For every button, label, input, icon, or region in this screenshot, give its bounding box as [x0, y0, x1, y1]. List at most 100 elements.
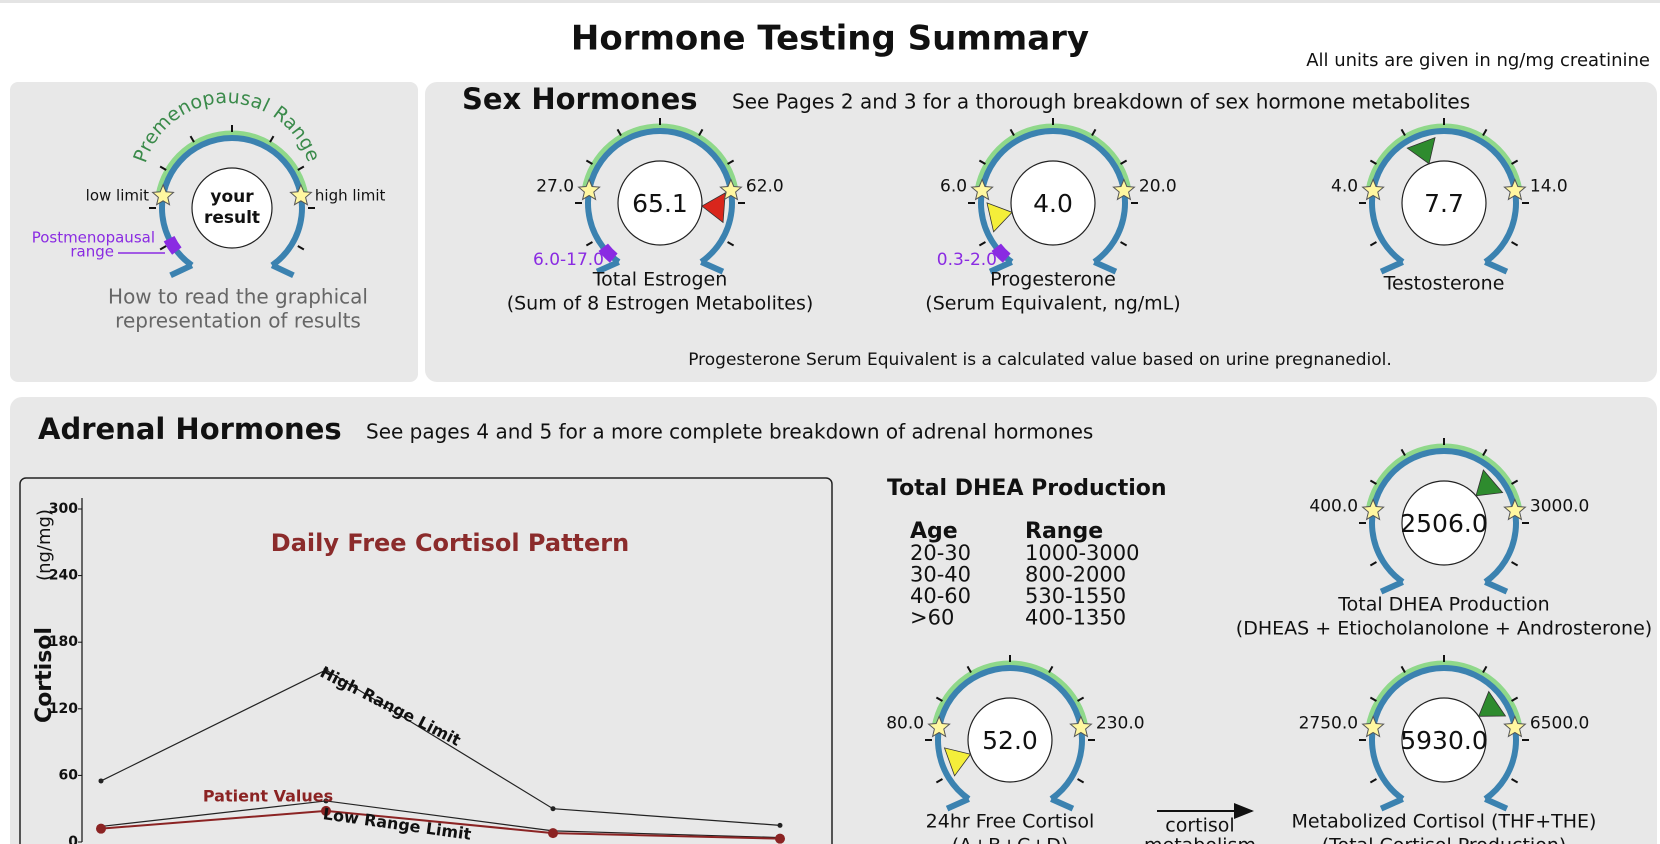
limit-star	[151, 183, 175, 206]
limit-star	[719, 178, 743, 201]
high-limit: 6500.0	[1530, 713, 1589, 733]
gauge-center	[617, 160, 703, 246]
table-cell: 400-1350	[1025, 606, 1126, 630]
gauge-tail	[270, 262, 295, 279]
gauge-tick	[616, 128, 622, 136]
result-value: 5930.0	[1400, 726, 1487, 755]
section-subtitle: See Pages 2 and 3 for a thorough breakdo…	[732, 90, 1470, 114]
result-pointer	[1406, 136, 1436, 165]
low-limit: 4.0	[1331, 176, 1358, 196]
gauge-center	[1401, 480, 1487, 566]
gauge-center	[1010, 160, 1096, 246]
limit-star	[289, 183, 313, 206]
caption: How to read the graphical	[108, 285, 368, 309]
section-subtitle: See pages 4 and 5 for a more complete br…	[366, 420, 1093, 444]
gauge-tick	[1369, 778, 1377, 784]
series-point	[550, 806, 556, 812]
gauge-tick	[1369, 159, 1377, 165]
result-pointer	[701, 192, 726, 224]
gauge-range-arc	[155, 130, 309, 196]
gauge-range-arc	[1365, 660, 1523, 728]
caption: representation of results	[115, 309, 361, 333]
gauge-tick	[1511, 778, 1519, 784]
y-tick-label: 180	[49, 634, 78, 650]
gauge-subname: (DHEAS + Etiocholanolone + Androsterone)	[1236, 618, 1652, 640]
limit-star	[1361, 498, 1385, 521]
series-line	[100, 809, 781, 840]
limit-star	[1503, 715, 1527, 738]
gauge-tail	[1093, 259, 1118, 275]
high-limit-label: high limit	[315, 186, 386, 204]
gauge-tick	[1400, 448, 1406, 456]
low-limit: 400.0	[1309, 496, 1358, 516]
gauge-tick	[1091, 128, 1097, 136]
gauge-tick	[1048, 665, 1054, 673]
gauge-tick	[297, 165, 305, 171]
gauge-tick	[1511, 241, 1519, 247]
gauge-tail	[700, 259, 725, 275]
high-limit: 230.0	[1096, 713, 1145, 733]
series-point	[323, 798, 329, 804]
post-range-bar	[163, 235, 182, 255]
gauge-tick	[1369, 241, 1377, 247]
result-value: 7.7	[1424, 189, 1464, 218]
y-label: Cortisol	[32, 627, 57, 723]
limit-star	[1112, 178, 1136, 201]
gauge-tail	[595, 259, 620, 275]
post-range: 0.3-2.0	[937, 250, 997, 270]
gauge-range-arc	[1365, 123, 1523, 191]
gauge-tick	[1077, 696, 1085, 702]
series-line	[100, 800, 781, 839]
gauge-tick	[978, 159, 986, 165]
low-limit-label: low limit	[86, 186, 149, 204]
table-header: Age	[910, 519, 958, 544]
result-value: 2506.0	[1400, 509, 1487, 538]
limit-star	[577, 178, 601, 201]
y-tick-label: 0	[68, 834, 78, 844]
gauge-tick	[727, 159, 735, 165]
table-cell: 530-1550	[1025, 584, 1126, 608]
gauge-tail	[1050, 796, 1075, 812]
note: Progesterone Serum Equivalent is a calcu…	[688, 350, 1392, 370]
gauge-tick	[159, 245, 167, 251]
gauge-tick	[727, 241, 735, 247]
y-tick-label: 60	[59, 767, 79, 783]
gauge-arc	[585, 128, 735, 265]
gauge-center	[191, 167, 273, 249]
high-limit: 3000.0	[1530, 496, 1589, 516]
high-limit: 14.0	[1530, 176, 1568, 196]
gauge-tail	[1484, 796, 1509, 812]
series-point	[777, 822, 783, 828]
limit-star	[1361, 715, 1385, 738]
post-label: Postmenopausal	[32, 229, 155, 247]
result-value: 4.0	[1033, 189, 1073, 218]
gauge-tick	[935, 696, 943, 702]
gauge-name: Total Estrogen	[592, 269, 728, 291]
limit-star	[970, 178, 994, 201]
gauge-range-arc	[931, 660, 1089, 728]
chart-title: Daily Free Cortisol Pattern	[271, 529, 629, 557]
gauge-tail	[1379, 259, 1404, 275]
table-cell: 20-30	[910, 541, 971, 565]
gauge-tick	[1511, 561, 1519, 567]
series-point	[321, 805, 331, 816]
result-pointer	[1478, 690, 1507, 717]
gauge-tail	[169, 262, 194, 279]
gauge-tick	[978, 241, 986, 247]
gauge-range-arc	[581, 123, 739, 191]
table-cell: 30-40	[910, 563, 971, 587]
gauge-tick	[1400, 665, 1406, 673]
result-value: 52.0	[982, 726, 1038, 755]
table-header: Range	[1025, 519, 1103, 544]
gauge-name: Metabolized Cortisol (THF+THE)	[1292, 811, 1597, 833]
limit-star	[1503, 498, 1527, 521]
gauge-tick	[1511, 159, 1519, 165]
gauge-tail	[1379, 796, 1404, 812]
gauge-tail	[1379, 579, 1404, 595]
table-title: Total DHEA Production	[887, 476, 1167, 501]
gauge-tick	[159, 165, 167, 171]
gauge-tick	[1482, 665, 1488, 673]
gauge-tail	[945, 796, 970, 812]
result-pointer	[943, 747, 972, 777]
gauge-tail	[988, 259, 1013, 275]
